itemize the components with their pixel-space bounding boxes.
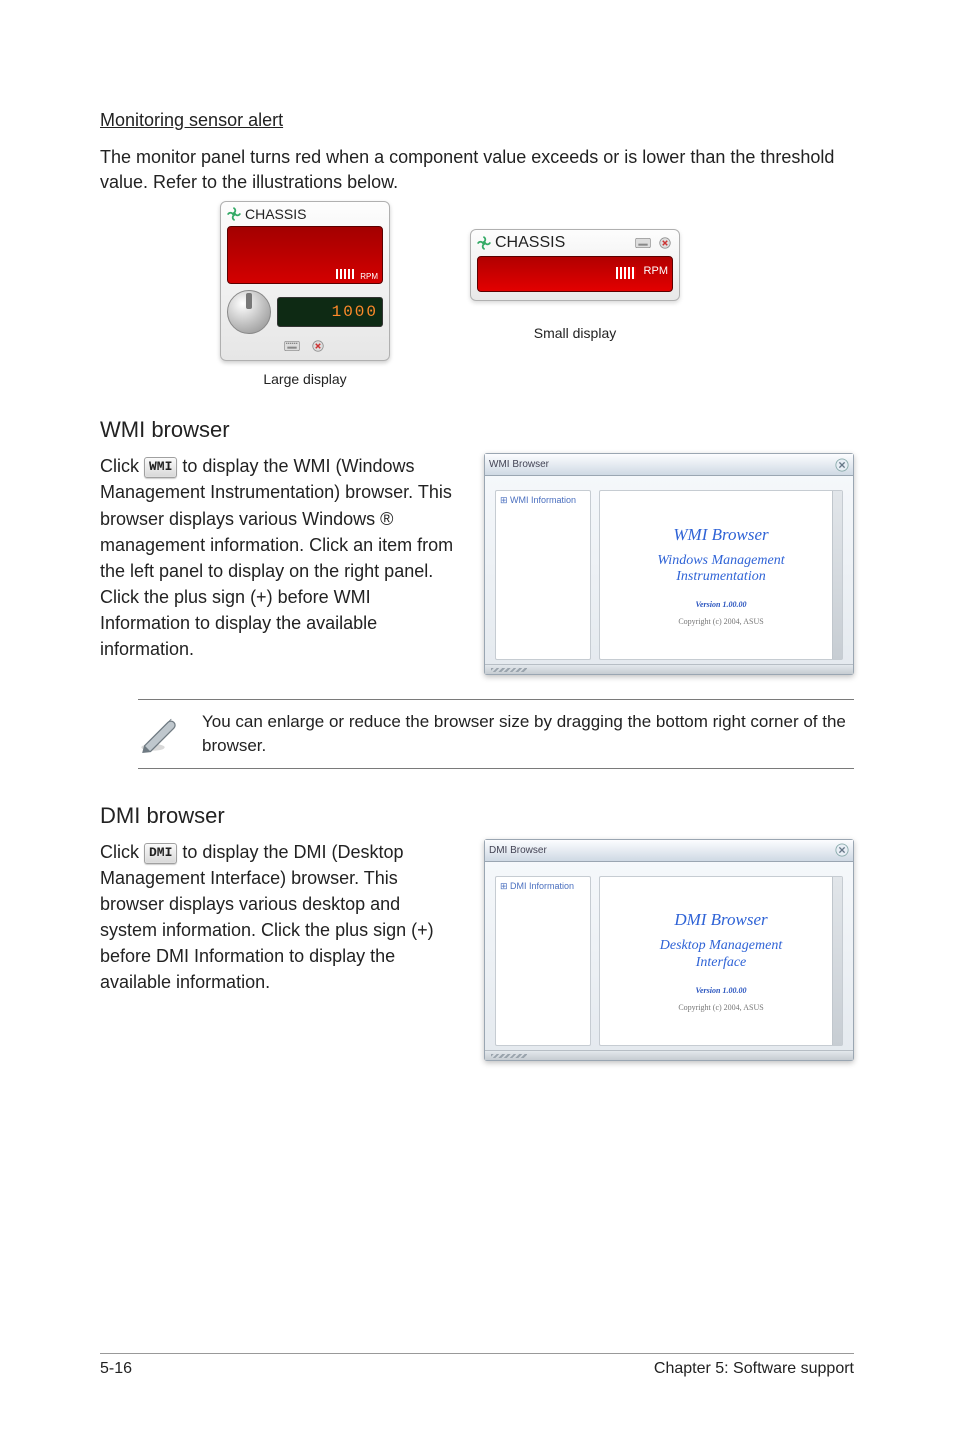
resize-grip[interactable] [485,1050,853,1060]
large-chassis-widget: CHASSIS RPM 1000 [220,201,390,361]
dmi-window-title: DMI Browser [489,845,547,856]
close-icon[interactable] [310,340,326,352]
keyboard-icon[interactable] [635,237,651,249]
window-close-icon[interactable] [835,843,849,857]
rpm-label: RPM [644,265,668,277]
large-display-col: CHASSIS RPM 1000 Large display [220,201,390,387]
large-caption: Large display [263,371,346,387]
dmi-text: Click DMI to display the DMI (Desktop Ma… [100,839,454,996]
lcd-display: 1000 [277,297,383,327]
monitoring-heading: Monitoring sensor alert [100,110,854,131]
wmi-text-before: Click [100,456,144,476]
wmi-text-after: to display the WMI (Windows Management I… [100,456,453,659]
dmi-right-panel: DMI Browser Desktop ManagementInterface … [599,876,843,1046]
displays-row: CHASSIS RPM 1000 Large display [100,201,854,387]
note-row: You can enlarge or reduce the browser si… [138,699,854,769]
dmi-window-titlebar: DMI Browser [485,840,853,862]
dmi-text-before: Click [100,842,144,862]
rpm-label: RPM [360,272,378,281]
wmi-window-titlebar: WMI Browser [485,454,853,476]
wmi-body: WMI Information WMI Browser Windows Mana… [485,476,853,664]
page-footer: 5-16 Chapter 5: Software support [100,1353,854,1378]
small-display-col: CHASSIS RPM Small display [470,229,680,341]
wmi-sub-label: Windows ManagementInstrumentation [657,553,784,587]
wmi-two-col: Click WMI to display the WMI (Windows Ma… [100,453,854,675]
resize-grip[interactable] [485,664,853,674]
fan-icon [477,236,491,250]
large-chassis-title: CHASSIS [227,206,383,222]
knob-row: 1000 [227,290,383,334]
small-chassis-title: CHASSIS [477,234,565,252]
scrollbar[interactable] [832,491,842,659]
wmi-left-panel[interactable]: WMI Information [495,490,591,660]
barcode-icon [336,269,354,279]
wmi-browser-window: WMI Browser WMI Information WMI Browser … [484,453,854,675]
dmi-body: DMI Information DMI Browser Desktop Mana… [485,862,853,1050]
pen-note-icon [138,714,178,754]
wmi-copyright: Copyright (c) 2004, ASUS [678,617,763,626]
wmi-right-panel: WMI Browser Windows ManagementInstrument… [599,490,843,660]
footer-page-number: 5-16 [100,1360,132,1378]
dmi-browser-window: DMI Browser DMI Information DMI Browser … [484,839,854,1061]
dmi-version: Version 1.00.00 [696,986,747,995]
wmi-button[interactable]: WMI [144,457,177,478]
dmi-button[interactable]: DMI [144,843,177,864]
lcd-value: 1000 [332,303,378,321]
chassis-label: CHASSIS [495,234,565,252]
note-text: You can enlarge or reduce the browser si… [202,710,854,758]
small-red-panel: RPM [477,256,673,292]
wmi-heading: WMI browser [100,417,854,443]
dmi-left-panel[interactable]: DMI Information [495,876,591,1046]
dmi-two-col: Click DMI to display the DMI (Desktop Ma… [100,839,854,1061]
wmi-main-label: WMI Browser [673,525,768,545]
dmi-tree-item[interactable]: DMI Information [500,881,586,892]
wmi-version: Version 1.00.00 [696,600,747,609]
scrollbar[interactable] [832,877,842,1045]
dmi-main-label: DMI Browser [674,910,767,930]
barcode-icon [616,267,636,279]
keyboard-icon[interactable] [284,340,300,352]
dmi-heading: DMI browser [100,803,854,829]
fan-icon [227,207,241,221]
wmi-window-title: WMI Browser [489,459,549,470]
footer-chapter: Chapter 5: Software support [654,1360,854,1378]
small-mini-icons [635,237,673,249]
window-close-icon[interactable] [835,458,849,472]
small-chassis-widget: CHASSIS RPM [470,229,680,301]
chassis-label: CHASSIS [245,206,306,222]
mini-icons-row [227,340,383,352]
large-red-panel: RPM [227,226,383,284]
monitoring-body: The monitor panel turns red when a compo… [100,145,854,195]
dmi-copyright: Copyright (c) 2004, ASUS [678,1003,763,1012]
wmi-tree-item[interactable]: WMI Information [500,495,586,506]
knob-icon[interactable] [227,290,271,334]
wmi-text: Click WMI to display the WMI (Windows Ma… [100,453,454,662]
close-icon[interactable] [657,237,673,249]
small-caption: Small display [534,325,616,341]
dmi-text-after: to display the DMI (Desktop Management I… [100,842,434,992]
dmi-sub-label: Desktop ManagementInterface [660,938,782,972]
